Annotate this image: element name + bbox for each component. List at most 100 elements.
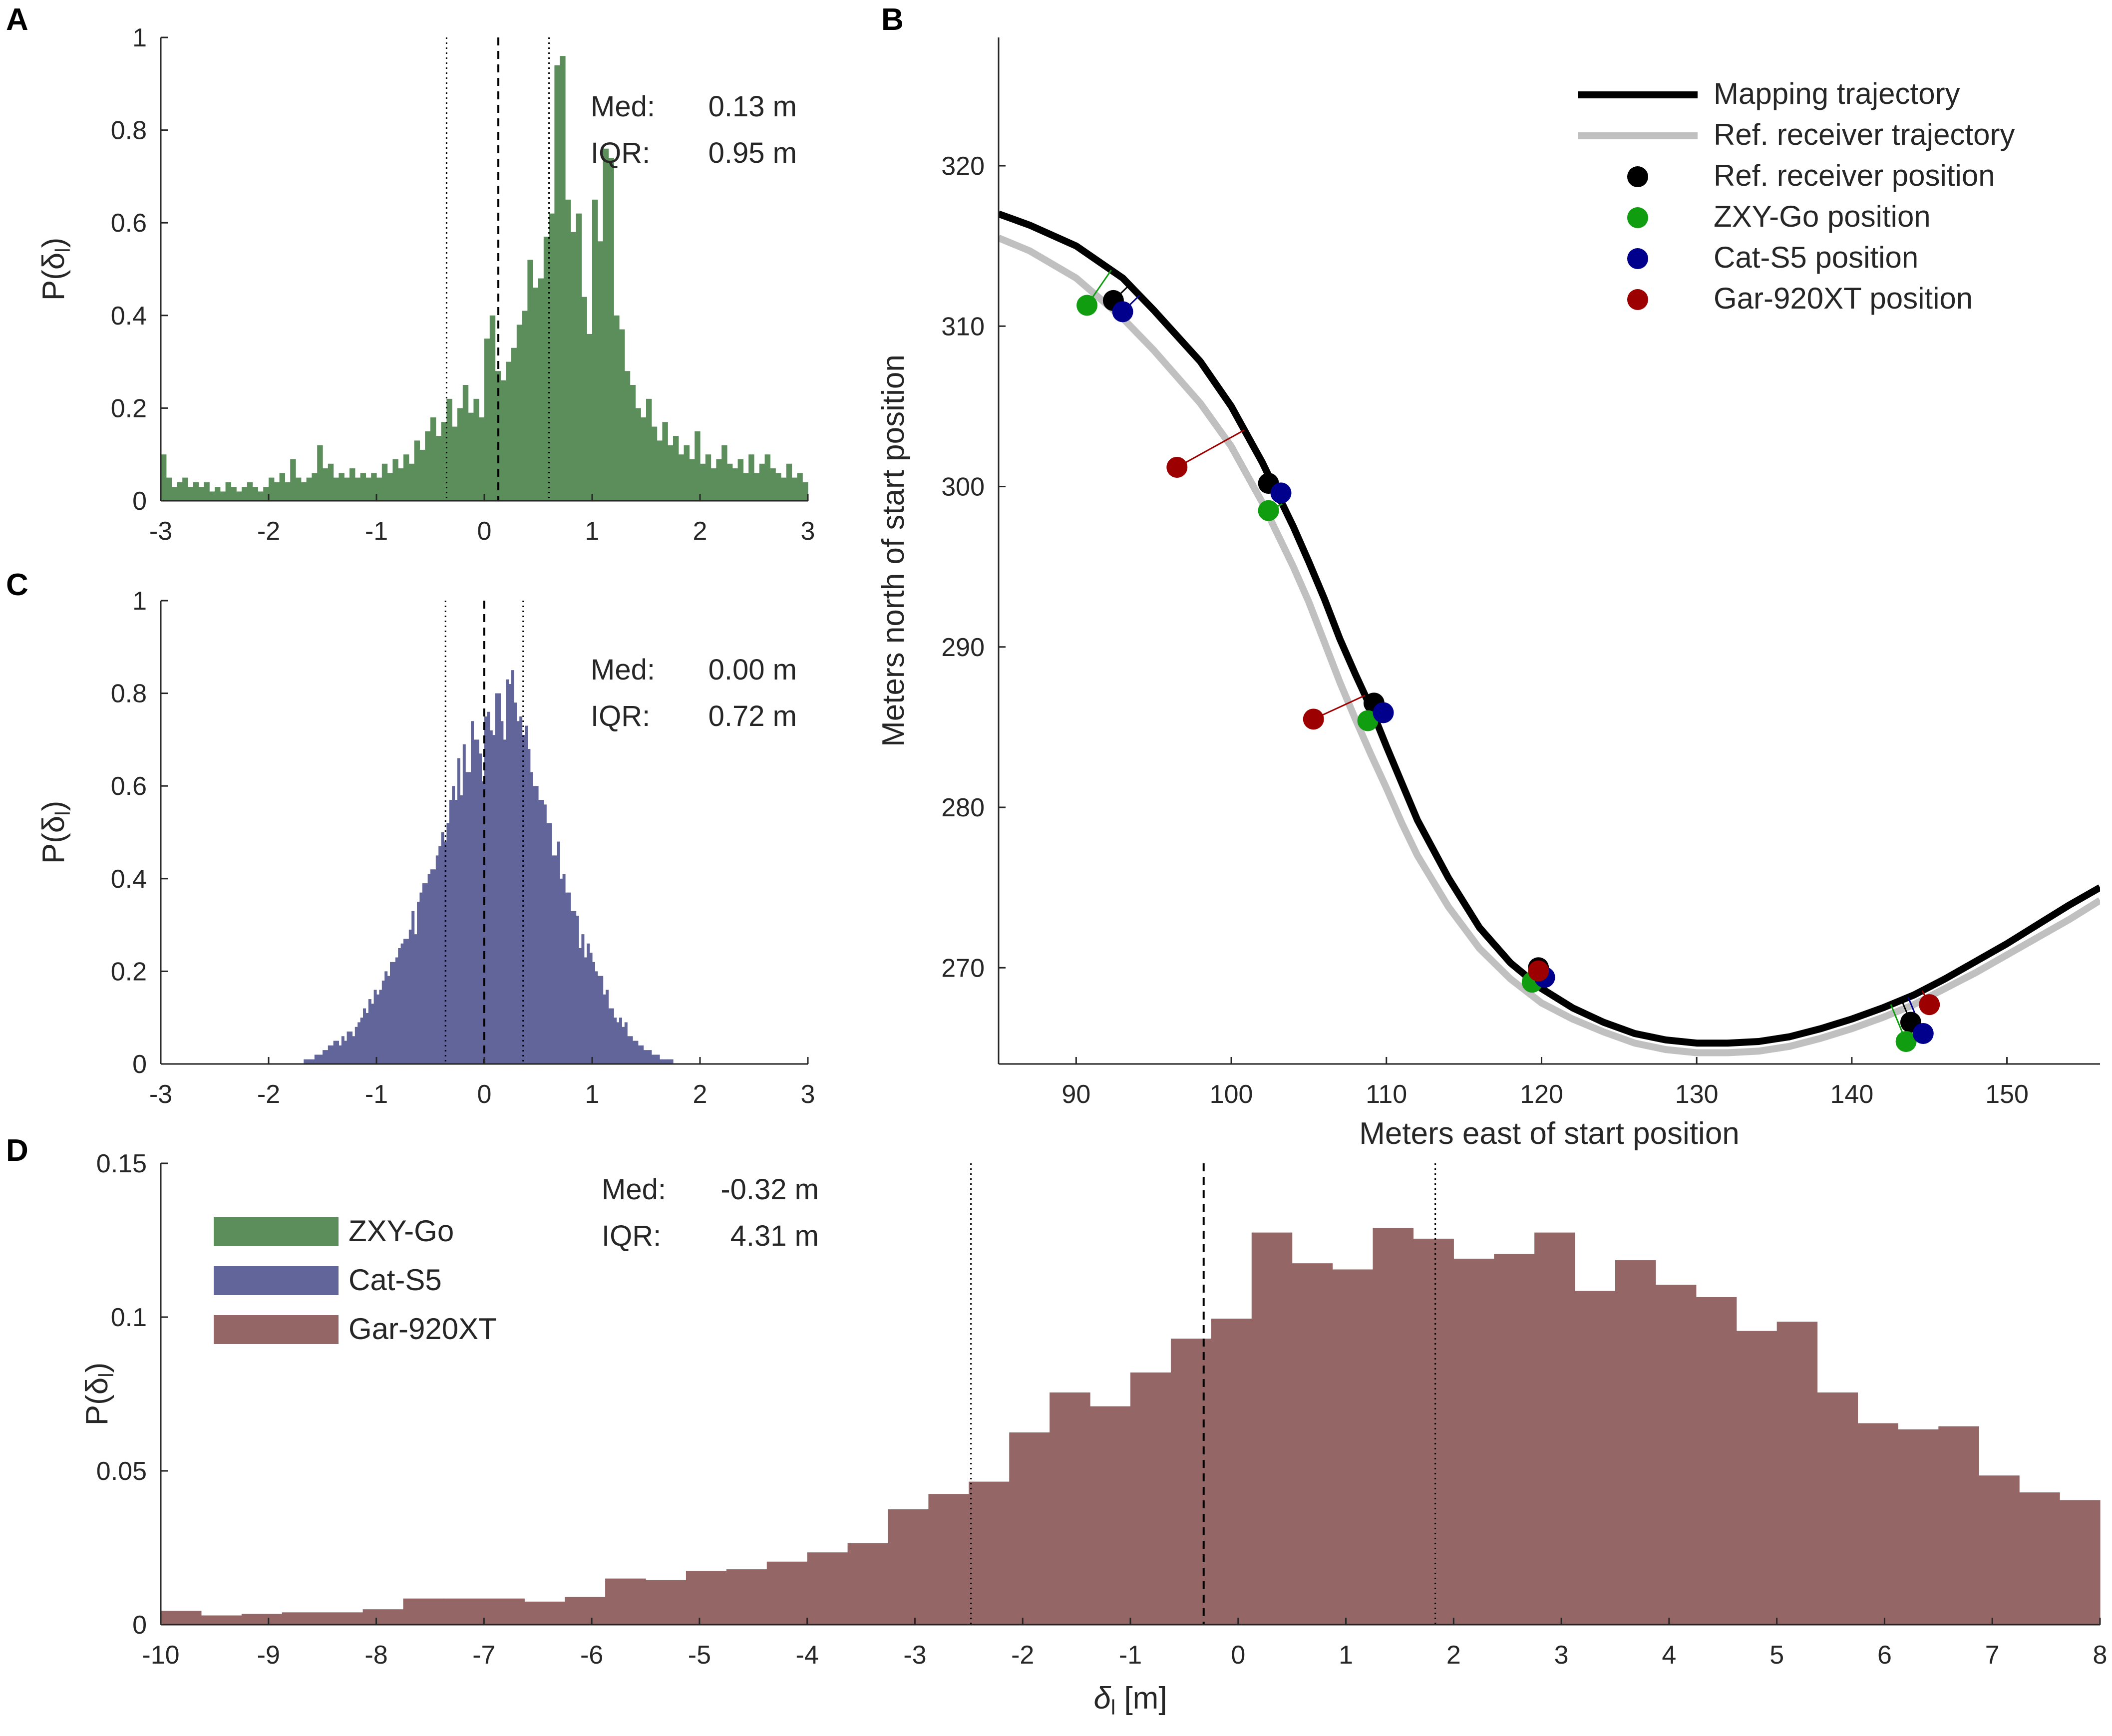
histogram-bar xyxy=(1898,1429,1939,1625)
histogram-bar xyxy=(597,976,601,1064)
histogram-bar xyxy=(411,911,415,1064)
histogram-bar xyxy=(220,491,226,501)
histogram-bar xyxy=(381,463,388,501)
histogram-bar xyxy=(322,1612,363,1625)
y-axis-label: P(δl) xyxy=(80,1363,118,1426)
histogram-bar xyxy=(503,739,506,1064)
histogram-bar xyxy=(506,679,509,1064)
histogram-bar xyxy=(759,463,765,501)
histogram-bar xyxy=(371,1004,374,1064)
legend-dot-swatch xyxy=(1627,248,1648,269)
histogram-bar xyxy=(1615,1260,1656,1625)
x-tick-label: -2 xyxy=(1011,1641,1034,1670)
x-tick-label: 3 xyxy=(801,517,815,546)
panel-letter: C xyxy=(6,568,28,602)
histogram-bar xyxy=(584,957,587,1064)
histogram-bar xyxy=(549,823,552,1064)
histogram-bar xyxy=(398,948,401,1064)
histogram-bar xyxy=(339,1045,342,1064)
y-tick-label: 0.4 xyxy=(111,302,147,331)
histogram-bar xyxy=(457,408,463,501)
histogram-bar xyxy=(444,841,447,1064)
position-point xyxy=(1258,500,1279,521)
histogram-bar xyxy=(400,943,404,1064)
x-tick-label: -1 xyxy=(365,517,388,546)
y-axis-label: P(δl) xyxy=(36,238,74,301)
histogram-bar xyxy=(443,1598,484,1625)
histogram-bar xyxy=(363,1008,366,1064)
histogram-bar xyxy=(630,1036,633,1064)
histogram-bar xyxy=(314,1054,318,1064)
histogram-bar xyxy=(365,477,371,501)
histogram-bar xyxy=(446,823,450,1064)
histogram-bar xyxy=(296,477,302,501)
histogram-bar xyxy=(435,436,442,501)
x-tick-label: 2 xyxy=(693,517,707,546)
histogram-bar xyxy=(1575,1291,1616,1625)
histogram-bar xyxy=(670,1059,674,1064)
histogram-bar xyxy=(770,468,776,501)
histogram-bar xyxy=(398,468,404,501)
histogram-bar xyxy=(1494,1254,1535,1625)
x-tick-label: 6 xyxy=(1877,1641,1892,1670)
histogram-bar xyxy=(215,487,221,501)
x-tick-label: -5 xyxy=(688,1641,711,1670)
histogram-bar xyxy=(425,431,431,501)
histogram-bar xyxy=(279,473,285,501)
iqr-stat-label: IQR: xyxy=(602,1220,661,1252)
histogram-bar xyxy=(635,1041,639,1064)
legend-label: Cat-S5 position xyxy=(1714,241,1918,274)
histogram-bar xyxy=(433,869,436,1064)
histogram-bar xyxy=(269,477,275,501)
histogram-bar xyxy=(535,786,539,1064)
histogram-bar xyxy=(533,288,539,501)
histogram-bar xyxy=(290,459,296,501)
median-stat-value: 0.13 m xyxy=(708,90,797,123)
histogram-bar xyxy=(627,1036,631,1064)
histogram-bar xyxy=(775,473,781,501)
histogram-bar xyxy=(236,491,242,501)
histogram-bar xyxy=(392,459,398,501)
histogram-bar xyxy=(365,1013,369,1064)
histogram-bar xyxy=(373,990,377,1064)
histogram-bar xyxy=(460,795,463,1064)
histogram-bar xyxy=(554,65,560,501)
histogram-bar xyxy=(1050,1392,1090,1625)
histogram-bar xyxy=(597,241,604,501)
histogram-bar xyxy=(430,417,436,501)
panel-c: -3 -2 -1 0 1 2 3 0 0.2 0.4 0.6 0.8 1 P(δl) Med: 0.00 m I… xyxy=(6,568,815,1109)
histogram-bar xyxy=(422,883,425,1064)
x-tick-label: -2 xyxy=(257,517,280,546)
histogram-bar xyxy=(317,445,323,501)
histogram-bar xyxy=(419,449,425,501)
position-point xyxy=(1919,994,1940,1016)
histogram-bar xyxy=(705,454,711,501)
x-tick-label: -1 xyxy=(1119,1641,1142,1670)
histogram-bar xyxy=(328,1045,331,1064)
histogram-bar xyxy=(654,1054,658,1064)
histogram-bar xyxy=(425,883,428,1064)
y-tick-label: 280 xyxy=(941,793,985,822)
histogram-bar xyxy=(543,804,547,1064)
histogram-bar xyxy=(700,463,706,501)
histogram-bar xyxy=(376,994,379,1064)
histogram-bar xyxy=(350,1032,352,1064)
histogram-bar xyxy=(969,1481,1010,1625)
histogram-bar xyxy=(454,800,458,1064)
histogram-bar xyxy=(193,482,199,501)
legend-dot-swatch xyxy=(1627,207,1648,228)
histogram-bar xyxy=(530,772,533,1064)
histogram-bar xyxy=(282,1612,323,1625)
histogram-bar xyxy=(462,744,466,1064)
histogram-bar xyxy=(1373,1228,1414,1625)
y-tick-label: 0.8 xyxy=(111,116,147,145)
legend-swatch xyxy=(214,1266,339,1295)
histogram-bar xyxy=(514,702,517,1064)
histogram-bar xyxy=(651,1054,655,1064)
histogram-bar xyxy=(678,454,685,501)
histogram-bar xyxy=(581,297,587,501)
panel-letter: B xyxy=(881,2,904,37)
histogram-bar xyxy=(764,454,770,501)
panel-a: -3 -2 -1 0 1 2 3 0 0.2 0.4 0.6 0.8 1 P(δl) Med: 0.13 m I… xyxy=(6,2,815,546)
x-tick-label: 1 xyxy=(585,517,600,546)
